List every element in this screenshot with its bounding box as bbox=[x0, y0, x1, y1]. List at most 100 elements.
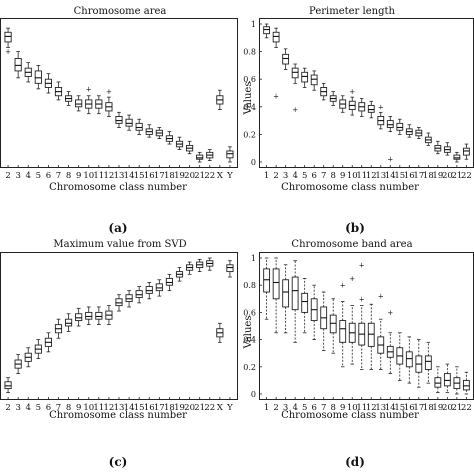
panel-d-xtick-label: 2 bbox=[273, 403, 278, 413]
panel-b-outlier: + bbox=[273, 92, 279, 100]
panel-a-xtick-label: 21 bbox=[194, 171, 205, 181]
panel-b-box bbox=[291, 67, 299, 79]
panel-b-xtick-label: 15 bbox=[394, 171, 405, 181]
panel-d-xtick-label: 17 bbox=[413, 403, 424, 413]
panel-b-xtick-label: 5 bbox=[302, 171, 307, 181]
panel-d-outlier: + bbox=[359, 295, 365, 303]
panel-d-xtick-label: 4 bbox=[292, 403, 297, 413]
panel-b-xlabel: Chromosome class number bbox=[281, 182, 419, 193]
panel-c-box bbox=[95, 311, 103, 320]
panel-b-xtick-label: 21 bbox=[451, 171, 462, 181]
panel-b-box bbox=[396, 122, 404, 131]
panel-d-xtick-label: 20 bbox=[442, 403, 453, 413]
panel-b-outlier: + bbox=[387, 156, 393, 164]
panel-d-box bbox=[272, 268, 280, 300]
panel-a-box bbox=[196, 154, 204, 160]
panel-b-outlier: + bbox=[349, 88, 355, 96]
panel-d-xtick-label: 10 bbox=[347, 403, 358, 413]
panel-c-box bbox=[165, 277, 173, 286]
panel-a-xtick-label: 10 bbox=[83, 171, 94, 181]
panel-b-xtick-label: 6 bbox=[311, 171, 316, 181]
panel-c-plot-frame bbox=[0, 252, 238, 400]
panel-c-title: Maximum value from SVD bbox=[53, 239, 186, 250]
panel-c-xtick-label: 10 bbox=[83, 403, 94, 413]
panel-b-xtick-label: 2 bbox=[273, 171, 278, 181]
panel-c-box bbox=[64, 318, 73, 327]
panel-b-ytick-label: 0 bbox=[251, 158, 256, 167]
panel-b-box bbox=[272, 31, 280, 43]
panel-d-ytick-label: 0.4 bbox=[243, 336, 256, 345]
panel-b-xtick-label: 22 bbox=[461, 171, 472, 181]
panel-c-xtick-label: 21 bbox=[194, 403, 205, 413]
panel-a-xtick-label: 16 bbox=[144, 171, 155, 181]
panel-c-xtick-label: 17 bbox=[154, 403, 165, 413]
panel-d-box bbox=[301, 292, 309, 313]
panel-d-xtick-label: 3 bbox=[283, 403, 288, 413]
panel-a-xtick-label: 19 bbox=[174, 171, 185, 181]
panel-b-title: Perimeter length bbox=[309, 6, 395, 17]
panel-c-box bbox=[4, 381, 12, 390]
panel-b-xtick-label: 8 bbox=[330, 171, 335, 181]
panel-a-xtick-label: 20 bbox=[184, 171, 195, 181]
panel-c-xtick-label: 18 bbox=[164, 403, 175, 413]
panel-c-xtick-label: 14 bbox=[124, 403, 135, 413]
panel-d-box bbox=[424, 355, 432, 370]
panel-d-xtick-label: 16 bbox=[404, 403, 415, 413]
panel-d-xtick-label: 19 bbox=[432, 403, 443, 413]
panel-d-ylabel: Values bbox=[243, 316, 254, 350]
panel-d-xlabel: Chromosome class number bbox=[281, 410, 419, 421]
panel-d-xtick-label: 9 bbox=[340, 403, 345, 413]
panel-d-xtick-label: 18 bbox=[423, 403, 434, 413]
panel-b-box bbox=[453, 154, 461, 160]
panel-b-box bbox=[367, 104, 375, 113]
panel-b-ytick-label: 1 bbox=[251, 20, 256, 29]
panel-d-outlier: + bbox=[387, 309, 393, 317]
panel-d-box bbox=[405, 351, 413, 368]
panel-b-xtick-label: 9 bbox=[340, 171, 345, 181]
panel-a-xtick-label: 5 bbox=[36, 171, 41, 181]
panel-b-xtick-label: 11 bbox=[356, 171, 367, 181]
panel-a-box bbox=[34, 70, 42, 84]
panel-c-box bbox=[135, 290, 143, 298]
panel-b-xtick-label: 16 bbox=[404, 171, 415, 181]
panel-c-xtick-label: 22 bbox=[204, 403, 215, 413]
panel-d-box bbox=[291, 276, 299, 311]
panel-c-xtick-label: 15 bbox=[134, 403, 145, 413]
panel-d-box bbox=[329, 314, 337, 334]
panel-a-xtick-label: 13 bbox=[114, 171, 125, 181]
panel-c-xtick-label: 13 bbox=[114, 403, 125, 413]
panel-d-xtick-label: 21 bbox=[451, 403, 462, 413]
panel-b-xtick-label: 3 bbox=[283, 171, 288, 181]
panel-d-outlier: + bbox=[340, 282, 346, 290]
panel-c-box bbox=[85, 311, 93, 320]
panel-a-xtick-label: 17 bbox=[154, 171, 165, 181]
panel-a-xtick-label: 11 bbox=[93, 171, 104, 181]
panel-b-plot-frame bbox=[259, 18, 474, 168]
panel-a-outlier: + bbox=[106, 88, 112, 96]
panel-d-ytick-label: 0.6 bbox=[243, 308, 256, 317]
panel-d-box bbox=[282, 279, 290, 308]
panel-d-xtick-label: 13 bbox=[375, 403, 386, 413]
panel-c-box bbox=[226, 264, 234, 273]
panel-a-xtick-label: 22 bbox=[204, 171, 215, 181]
panel-d-xtick-label: 6 bbox=[311, 403, 316, 413]
panel-a-xtick-label: 12 bbox=[104, 171, 115, 181]
panel-b-label: (b) bbox=[345, 221, 365, 235]
panel-a-xtick-label: 2 bbox=[5, 171, 10, 181]
panel-b-xtick-label: 7 bbox=[321, 171, 326, 181]
panel-a-xtick-label: 8 bbox=[66, 171, 71, 181]
panel-d-xtick-label: 5 bbox=[302, 403, 307, 413]
panel-b-xtick-label: 20 bbox=[442, 171, 453, 181]
panel-d-outlier: + bbox=[359, 261, 365, 269]
panel-d-ytick-label: 0.8 bbox=[243, 281, 256, 290]
panel-b-xtick-label: 13 bbox=[375, 171, 386, 181]
panel-c-xtick-label: 8 bbox=[66, 403, 71, 413]
panel-b-xtick-label: 10 bbox=[347, 171, 358, 181]
panel-b-outlier: + bbox=[292, 106, 298, 114]
panel-c-xtick-label: 11 bbox=[93, 403, 104, 413]
panel-c-box bbox=[75, 313, 83, 322]
panel-b-box bbox=[310, 74, 318, 86]
panel-d-box bbox=[339, 320, 347, 343]
panel-b-ytick-label: 0.8 bbox=[243, 48, 256, 57]
